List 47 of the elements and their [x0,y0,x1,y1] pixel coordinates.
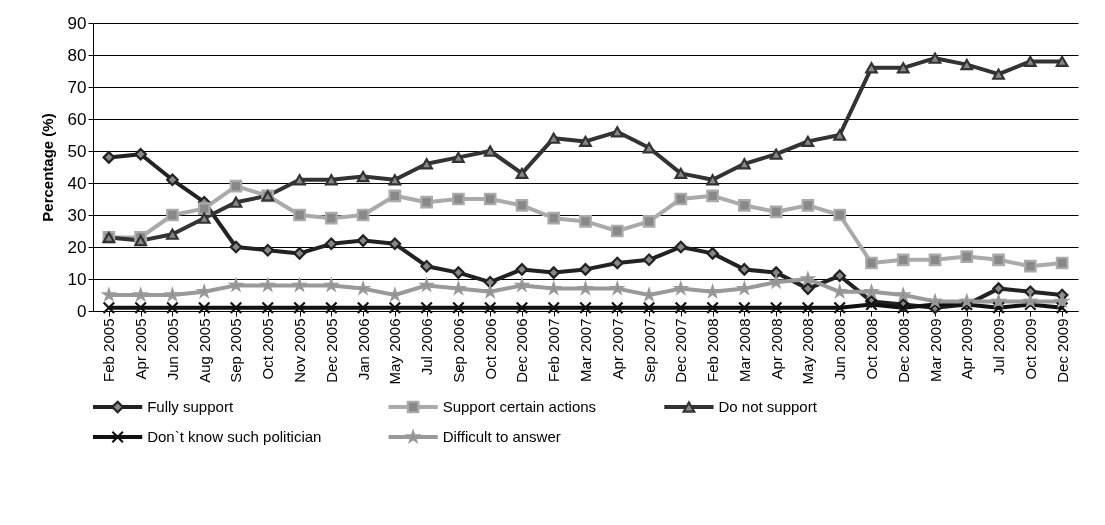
x-tick-label: Apr 2009 [958,318,976,380]
x-tick-label: Jul 2006 [418,318,436,376]
x-tick-label: Sep 2007 [640,318,658,383]
x-tick-label: Mar 2009 [926,318,944,382]
x-tick-label: Jun 2005 [163,318,181,381]
x-tick-label: Apr 2007 [608,318,626,380]
x-tick-label: Jul 2009 [990,318,1008,376]
x-tick-label: Nov 2005 [291,318,309,383]
x-tick-label: Dec 2009 [1053,318,1071,383]
y-tick-label: 30 [67,205,87,225]
x-tick-label: Mar 2007 [577,318,594,382]
legend-label: Support certain actions [442,398,597,415]
x-tick-label: Dec 2005 [322,318,340,383]
x-tick-label: Apr 2005 [132,318,150,380]
x-tick-label: Apr 2008 [767,318,785,380]
y-axis-title: Percentage (%) [38,113,56,222]
x-tick-label: Mar 2008 [735,318,753,382]
y-tick-label: 50 [67,141,87,161]
x-tick-label: May 2008 [799,318,817,385]
y-tick-label: 10 [67,269,87,289]
x-tick-label: Oct 2005 [259,318,277,380]
x-tick-label: Sep 2005 [227,318,245,383]
x-tick-label: Oct 2006 [481,318,499,380]
x-tick-label: Oct 2008 [862,318,880,380]
legend-label: Do not support [718,398,818,415]
y-tick-label: 80 [67,45,87,65]
x-tick-label: Dec 2007 [672,318,690,383]
x-tick-label: Dec 2008 [894,318,912,383]
x-tick-label: Feb 2008 [704,318,722,382]
y-tick-label: 70 [67,77,87,97]
y-tick-label: 60 [67,109,87,129]
x-tick-label: Jan 2006 [354,318,372,381]
x-tick-label: Oct 2009 [1021,318,1039,380]
legend-label: Fully support [147,398,234,415]
x-tick-label: Jun 2008 [831,318,849,381]
x-tick-label: Aug 2005 [195,318,213,383]
x-tick-label: May 2006 [386,318,404,385]
y-tick-label: 20 [67,237,87,257]
y-tick-label: 40 [67,173,87,193]
y-tick-label: 90 [67,13,87,33]
legend-label: Difficult to answer [442,428,561,445]
y-tick-label: 0 [77,301,87,321]
x-tick-label: Feb 2005 [100,318,118,382]
x-tick-label: Feb 2007 [545,318,563,382]
x-tick-label: Dec 2006 [513,318,531,383]
legend-label: Don`t know such politician [147,428,322,445]
x-tick-label: Sep 2006 [449,318,467,383]
